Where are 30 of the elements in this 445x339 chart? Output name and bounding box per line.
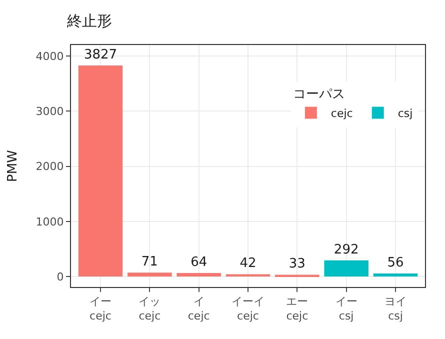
x-tick-label: イッ cejc bbox=[138, 295, 161, 322]
x-tick-label: イー csj bbox=[335, 295, 358, 322]
data-label: 292 bbox=[334, 242, 359, 258]
bar bbox=[324, 260, 368, 277]
y-tick-label: 0 bbox=[56, 270, 64, 284]
legend-label: csj bbox=[398, 106, 413, 120]
bar bbox=[373, 273, 418, 277]
bar bbox=[176, 273, 221, 277]
data-label: 64 bbox=[190, 255, 208, 270]
bar bbox=[128, 272, 172, 277]
bar bbox=[78, 66, 123, 277]
data-label: 42 bbox=[240, 256, 256, 272]
x-tick-label: イー cejc bbox=[90, 295, 112, 322]
x-tick-label: イ cejc bbox=[188, 295, 210, 322]
bar bbox=[226, 274, 270, 277]
legend-title: コーパス bbox=[292, 87, 345, 102]
y-tick-label: 1000 bbox=[36, 215, 64, 228]
x-tick-label: ヨイ csj bbox=[384, 295, 406, 322]
y-axis-title: PMW bbox=[6, 150, 21, 182]
legend-label: cejc bbox=[330, 106, 353, 120]
data-label: 56 bbox=[387, 255, 404, 270]
data-label: 3827 bbox=[84, 48, 118, 63]
y-tick-label: 4000 bbox=[36, 50, 64, 63]
y-tick-label: 3000 bbox=[36, 105, 64, 118]
chart-title: 終止形 bbox=[66, 12, 112, 30]
x-tick-label: イーイ cejc bbox=[232, 295, 264, 322]
data-label: 33 bbox=[288, 256, 306, 272]
x-tick-label: エー cejc bbox=[286, 295, 308, 322]
data-label: 71 bbox=[141, 254, 158, 270]
y-tick-label: 2000 bbox=[36, 160, 64, 174]
